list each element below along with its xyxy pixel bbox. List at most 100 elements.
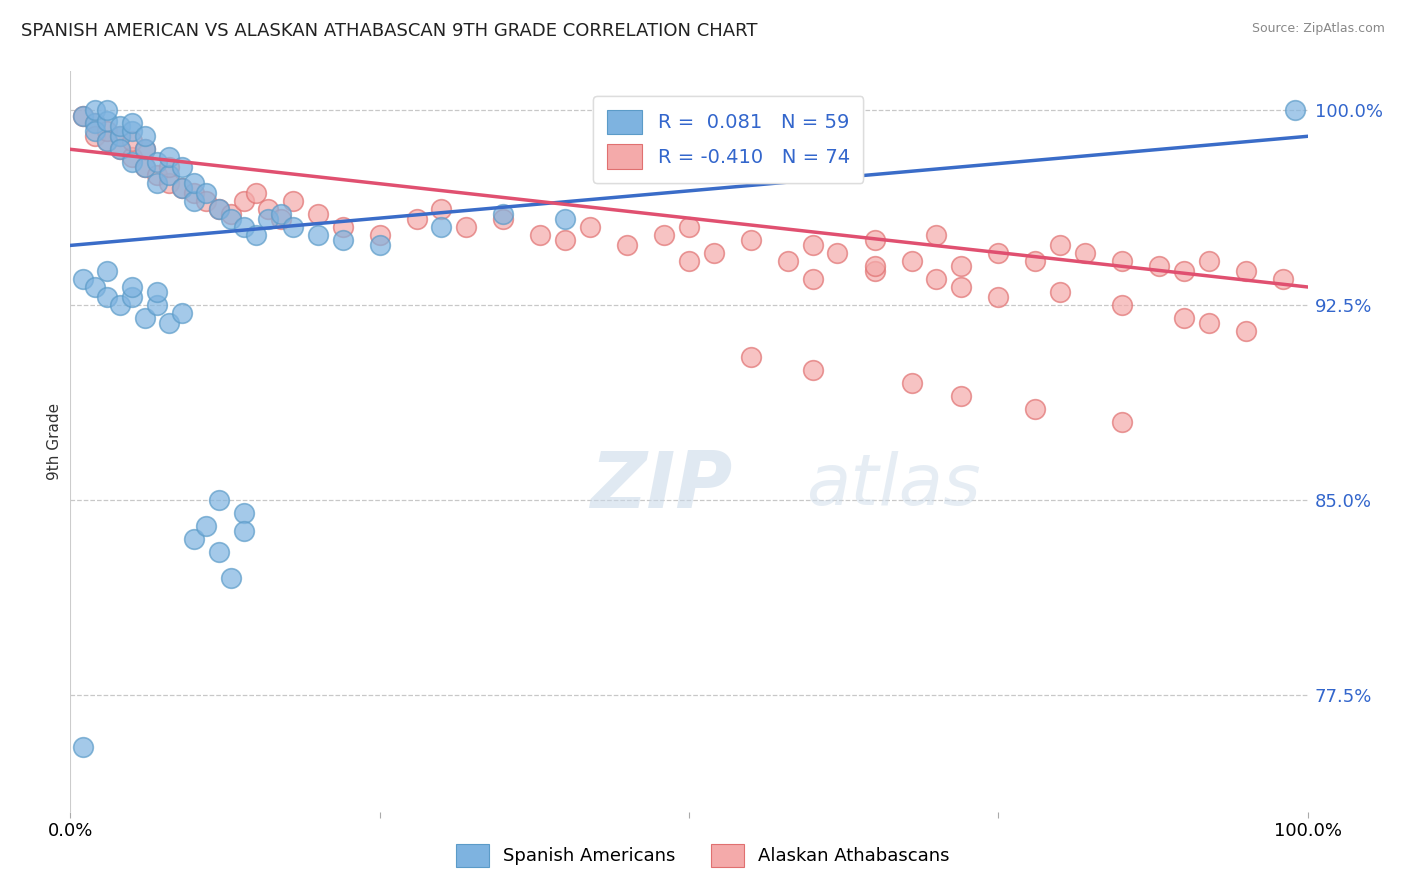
Point: [157, 150, 180, 164]
Point: [1111, 254, 1133, 268]
Point: [232, 220, 254, 235]
Point: [121, 280, 143, 294]
Point: [616, 238, 638, 252]
Point: [270, 207, 292, 221]
Point: [96, 264, 118, 278]
Point: [183, 186, 205, 201]
Point: [245, 186, 267, 201]
Point: [1173, 311, 1195, 326]
Point: [1173, 264, 1195, 278]
Point: [134, 142, 156, 156]
Point: [72, 739, 94, 754]
Point: [121, 124, 143, 138]
Point: [863, 259, 886, 273]
Point: [652, 227, 675, 242]
Point: [678, 220, 700, 235]
Point: [96, 135, 118, 149]
Point: [307, 227, 329, 242]
Point: [195, 519, 218, 533]
Point: [492, 207, 515, 221]
Point: [219, 212, 242, 227]
Point: [529, 227, 551, 242]
Point: [195, 194, 218, 209]
Point: [121, 135, 143, 149]
Point: [678, 254, 700, 268]
Point: [157, 176, 180, 190]
Point: [72, 109, 94, 123]
Point: [108, 129, 131, 144]
Point: [554, 212, 576, 227]
Point: [121, 116, 143, 130]
Point: [245, 227, 267, 242]
Point: [987, 246, 1010, 260]
Point: [1111, 415, 1133, 429]
Point: [281, 194, 304, 209]
Point: [96, 113, 118, 128]
Point: [157, 168, 180, 182]
Point: [950, 280, 973, 294]
Point: [703, 246, 725, 260]
Point: [900, 376, 922, 390]
Point: [183, 176, 205, 190]
Point: [405, 212, 427, 227]
Point: [1234, 324, 1257, 338]
Point: [801, 272, 824, 286]
Point: [1234, 264, 1257, 278]
Point: [208, 202, 231, 216]
Point: [108, 142, 131, 156]
Point: [1198, 316, 1220, 330]
Point: [257, 202, 280, 216]
Point: [776, 254, 799, 268]
Point: [183, 194, 205, 209]
Point: [134, 161, 156, 175]
Point: [108, 129, 131, 144]
Point: [232, 506, 254, 520]
Point: [195, 186, 218, 201]
Point: [134, 161, 156, 175]
Point: [108, 298, 131, 312]
Point: [146, 155, 169, 169]
Point: [146, 285, 169, 300]
Point: [1024, 254, 1046, 268]
Point: [1049, 238, 1071, 252]
Point: [134, 129, 156, 144]
Point: [219, 571, 242, 585]
Point: [801, 363, 824, 377]
Point: [208, 202, 231, 216]
Point: [801, 238, 824, 252]
Point: [368, 227, 391, 242]
Point: [208, 493, 231, 508]
Point: [84, 124, 107, 138]
Point: [157, 316, 180, 330]
Point: [987, 290, 1010, 304]
Point: [430, 202, 453, 216]
Point: [281, 220, 304, 235]
Point: [84, 116, 107, 130]
Point: [554, 233, 576, 247]
Point: [368, 238, 391, 252]
Point: [1049, 285, 1071, 300]
Point: [170, 306, 193, 320]
Point: [146, 298, 169, 312]
Point: [219, 207, 242, 221]
Point: [108, 142, 131, 156]
Point: [740, 233, 762, 247]
Point: [121, 150, 143, 164]
Y-axis label: 9th Grade: 9th Grade: [46, 403, 62, 480]
Point: [925, 272, 948, 286]
Point: [208, 545, 231, 559]
Point: [492, 212, 515, 227]
Point: [72, 109, 94, 123]
Point: [134, 311, 156, 326]
Text: ZIP: ZIP: [591, 448, 733, 524]
Point: [863, 233, 886, 247]
Text: atlas: atlas: [807, 451, 981, 520]
Point: [134, 142, 156, 156]
Point: [1024, 402, 1046, 417]
Point: [96, 290, 118, 304]
Point: [170, 181, 193, 195]
Point: [121, 155, 143, 169]
Point: [257, 212, 280, 227]
Point: [170, 181, 193, 195]
Point: [1198, 254, 1220, 268]
